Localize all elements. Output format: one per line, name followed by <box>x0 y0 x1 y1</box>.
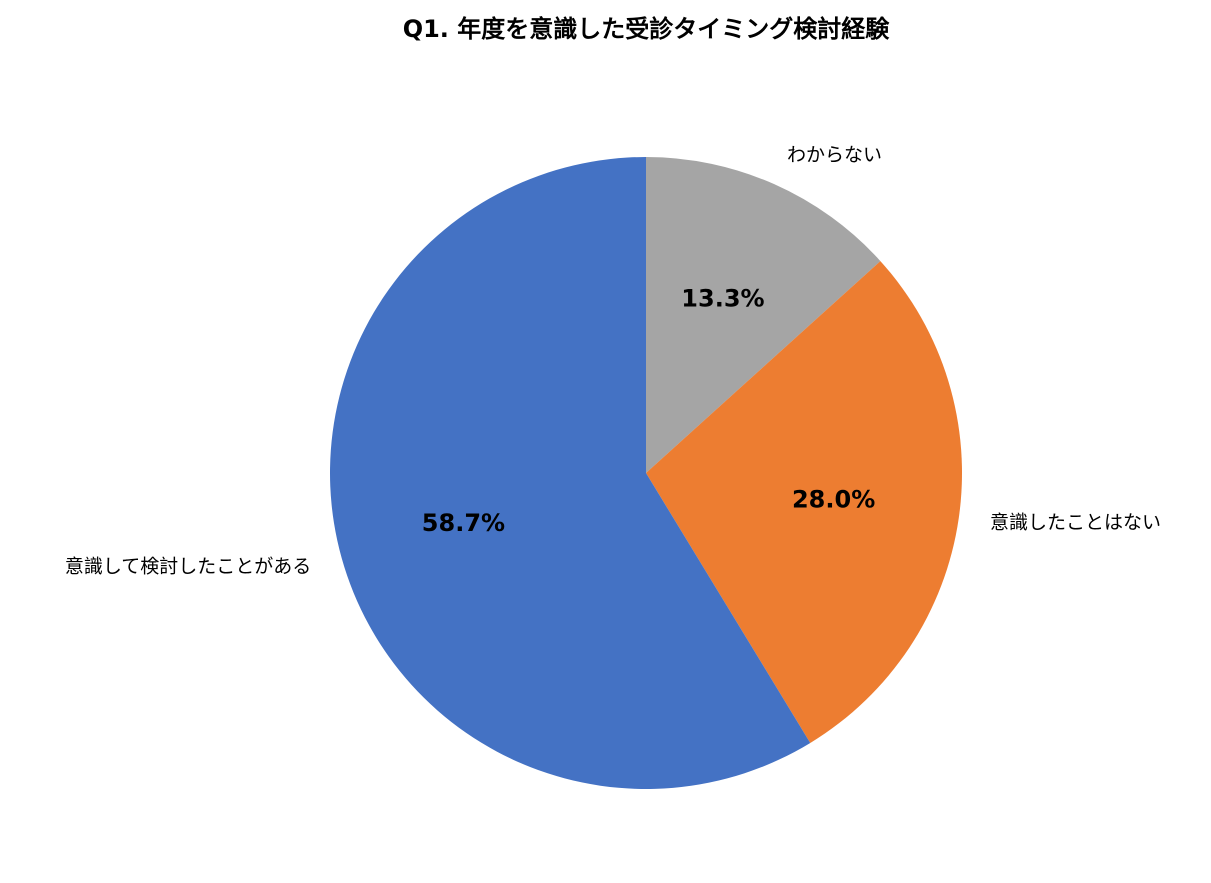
chart-title: Q1. 年度を意識した受診タイミング検討経験 <box>403 15 891 43</box>
slice-label: 意識したことはない <box>990 512 1161 534</box>
value-label: 28.0% <box>792 485 875 513</box>
pie-slice <box>646 261 963 743</box>
slice-label: わからない <box>787 144 882 166</box>
slice-label: 意識して検討したことがある <box>65 555 311 577</box>
pie-slice <box>646 157 881 473</box>
value-label: 58.7% <box>422 509 505 537</box>
value-label: 13.3% <box>681 285 764 313</box>
pie-slice <box>329 157 811 790</box>
